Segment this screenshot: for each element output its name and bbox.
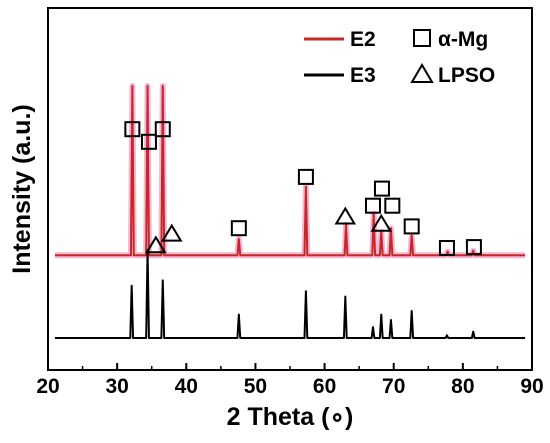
x-tick-label: 90 [520, 375, 543, 398]
peak-e2 [446, 250, 449, 253]
legend-label-e2: E2 [350, 28, 376, 51]
legend-label-e3: E3 [350, 64, 376, 87]
peak-e3 [305, 290, 307, 293]
legend: E2 E3 α-Mg LPSO [304, 28, 495, 87]
lpso-marker [334, 206, 357, 225]
alpha-mg-marker [364, 197, 381, 214]
x-tick-label: 30 [105, 375, 128, 398]
legend-triangle-marker [410, 63, 434, 83]
series-e2-line [54, 85, 526, 257]
alpha-mg-marker [230, 220, 247, 237]
alpha-mg-marker [465, 239, 482, 256]
alpha-mg-marker [154, 121, 171, 138]
x-tick-label: 70 [382, 375, 405, 398]
plot-frame [47, 7, 533, 371]
y-axis-title: Intensity (a.u.) [8, 104, 36, 273]
peak-e3 [446, 334, 448, 337]
legend-square-marker [413, 29, 431, 47]
alpha-mg-marker [438, 240, 455, 256]
legend-label-lpso: LPSO [438, 64, 495, 87]
legend-label-alpha-mg: α-Mg [438, 28, 488, 51]
alpha-mg-marker [403, 218, 420, 235]
peak-e2 [390, 227, 392, 229]
x-tick-label: 80 [451, 375, 474, 398]
peak-e2 [161, 85, 164, 87]
peak-e2 [305, 186, 307, 188]
lpso-marker [145, 235, 167, 254]
peak-e2 [472, 249, 475, 252]
x-tick-label: 50 [244, 375, 267, 398]
peak-e3 [161, 279, 164, 282]
x-tick-label: 60 [313, 375, 336, 398]
peak-e3 [410, 310, 413, 312]
alpha-mg-marker [384, 197, 401, 214]
peak-e2 [146, 85, 149, 87]
lpso-marker [160, 223, 183, 242]
x-tick-label: 20 [36, 375, 59, 398]
peak-e2 [131, 85, 134, 87]
peak-e3 [130, 285, 133, 287]
series-e2-glow [54, 83, 526, 259]
peak-e2 [238, 238, 240, 240]
alpha-mg-marker [124, 121, 141, 138]
peak-e3 [472, 330, 475, 333]
peak-e3 [344, 295, 347, 298]
x-tick-label: 40 [175, 375, 198, 398]
x-axis: 20 30 40 50 60 70 80 90 [36, 363, 544, 398]
lpso-marker [370, 213, 393, 232]
annotation-layer [124, 121, 482, 256]
peak-e3 [380, 313, 383, 316]
x-axis-title: 2 Theta (∘) [227, 403, 354, 431]
peak-e3 [372, 326, 374, 329]
series-e3-line [54, 248, 526, 339]
alpha-mg-marker [297, 168, 314, 185]
peak-e3 [390, 319, 392, 321]
alpha-mg-marker [140, 133, 157, 150]
peak-e2 [410, 234, 413, 237]
peak-e3 [238, 313, 240, 316]
alpha-mg-marker [373, 180, 390, 197]
